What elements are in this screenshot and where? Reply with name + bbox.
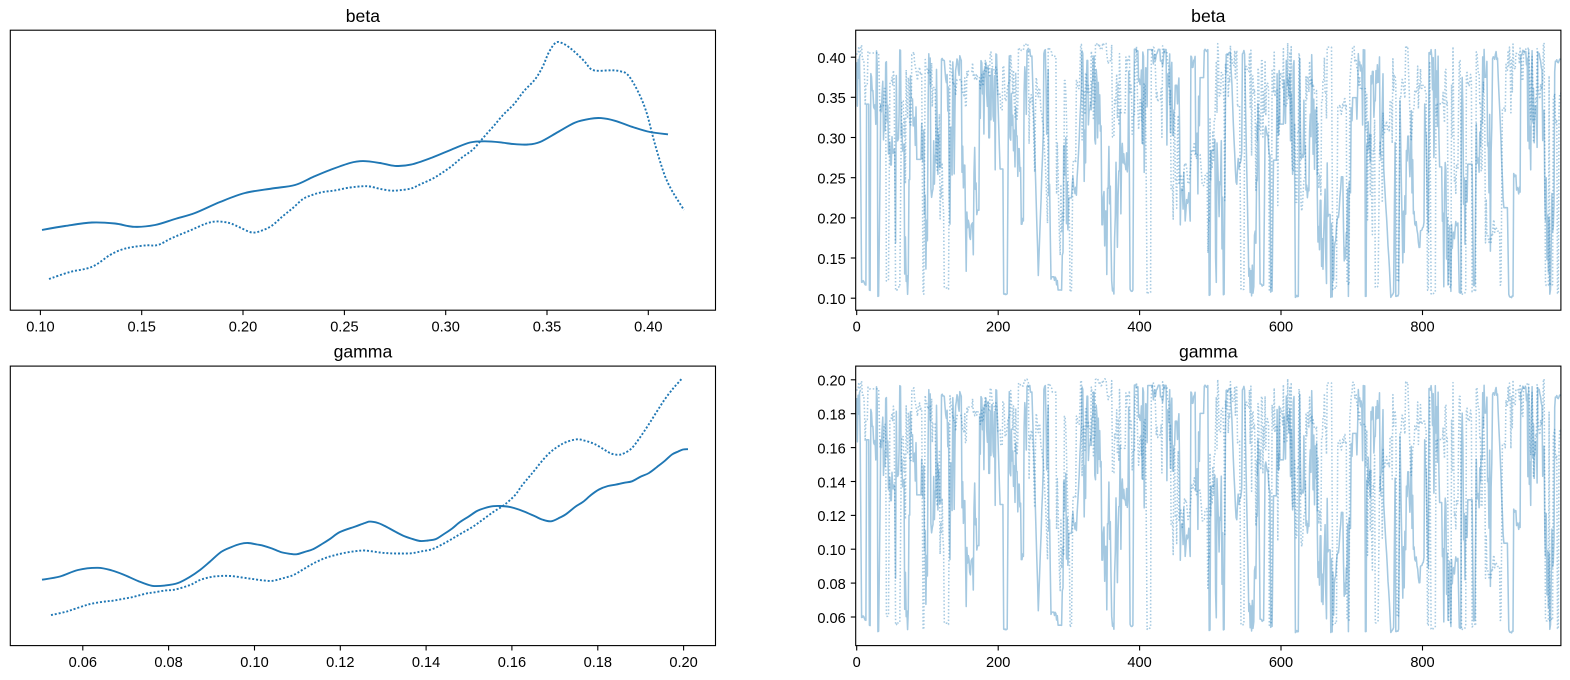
svg-text:0.30: 0.30	[431, 319, 459, 335]
svg-text:200: 200	[986, 319, 1010, 335]
svg-text:0.06: 0.06	[69, 655, 97, 671]
svg-text:0.10: 0.10	[817, 292, 845, 308]
svg-text:0: 0	[853, 319, 861, 335]
svg-text:400: 400	[1127, 655, 1151, 671]
svg-text:0.08: 0.08	[154, 655, 182, 671]
svg-text:0.25: 0.25	[817, 172, 845, 188]
svg-text:0.15: 0.15	[817, 252, 845, 268]
svg-text:0.16: 0.16	[817, 441, 845, 457]
svg-text:0.20: 0.20	[817, 374, 845, 390]
svg-text:0.20: 0.20	[817, 212, 845, 228]
svg-text:0.40: 0.40	[634, 319, 662, 335]
svg-text:0.10: 0.10	[26, 319, 54, 335]
svg-text:0.08: 0.08	[817, 577, 845, 593]
svg-text:0.15: 0.15	[127, 319, 155, 335]
svg-text:0.35: 0.35	[533, 319, 561, 335]
svg-text:0: 0	[853, 655, 861, 671]
svg-text:gamma: gamma	[334, 342, 393, 362]
svg-text:0.10: 0.10	[240, 655, 268, 671]
svg-text:800: 800	[1410, 655, 1434, 671]
svg-text:0.40: 0.40	[817, 51, 845, 67]
svg-text:400: 400	[1127, 319, 1151, 335]
svg-text:0.14: 0.14	[817, 475, 845, 491]
svg-text:0.12: 0.12	[817, 509, 845, 525]
svg-text:0.35: 0.35	[817, 91, 845, 107]
svg-text:800: 800	[1410, 319, 1434, 335]
svg-text:0.25: 0.25	[330, 319, 358, 335]
svg-text:0.18: 0.18	[817, 408, 845, 424]
svg-text:beta: beta	[1191, 6, 1225, 26]
svg-text:600: 600	[1269, 319, 1293, 335]
svg-text:0.16: 0.16	[498, 655, 526, 671]
svg-text:200: 200	[986, 655, 1010, 671]
svg-text:0.06: 0.06	[817, 611, 845, 627]
svg-text:0.18: 0.18	[584, 655, 612, 671]
svg-text:0.20: 0.20	[669, 655, 697, 671]
svg-text:0.12: 0.12	[326, 655, 354, 671]
svg-text:0.10: 0.10	[817, 543, 845, 559]
svg-text:beta: beta	[346, 6, 380, 26]
svg-text:gamma: gamma	[1179, 342, 1238, 362]
svg-text:0.20: 0.20	[229, 319, 257, 335]
svg-text:0.14: 0.14	[412, 655, 440, 671]
svg-text:0.30: 0.30	[817, 131, 845, 147]
svg-text:600: 600	[1269, 655, 1293, 671]
